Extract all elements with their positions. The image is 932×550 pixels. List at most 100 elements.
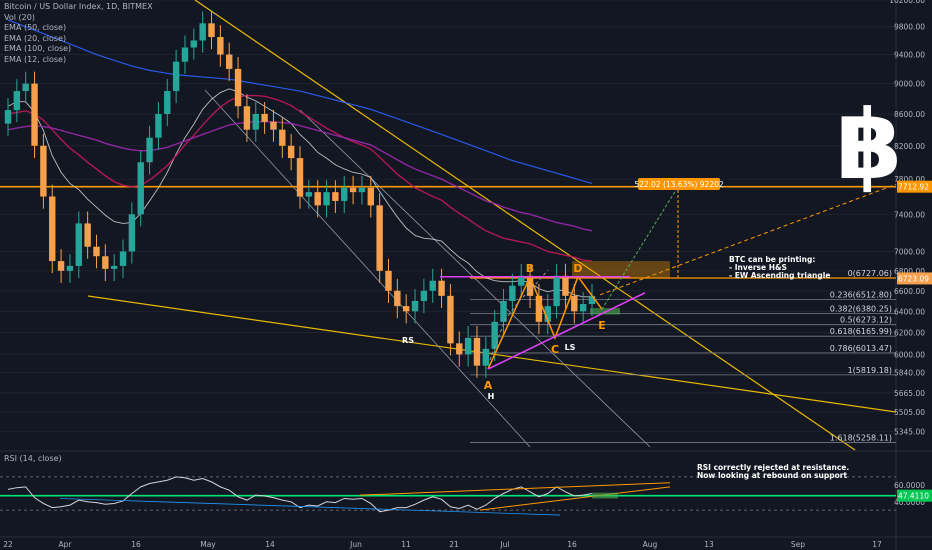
ema-line [7, 88, 592, 298]
resistance-tag-bg [897, 180, 932, 193]
pattern-label: LS [565, 343, 576, 352]
y-tick-label: 8600.00 [894, 110, 925, 119]
x-tick-label: Sep [791, 540, 805, 549]
rsi-resistance-line [359, 482, 671, 496]
grid [0, 0, 896, 433]
y-tick-label: 7400.00 [894, 210, 925, 219]
candle-body [394, 290, 401, 307]
target-label-bg [638, 178, 720, 190]
candle-body [367, 187, 374, 206]
candle-body [49, 196, 56, 262]
candle-body [40, 145, 47, 197]
fib-levels: 0(6727.06) 0.236(6512.80) 0.382(6380.25) 0.… [470, 269, 896, 443]
target-label: 522.02 (13.63%) 92202 [634, 178, 724, 190]
rsi-panel: RSI correctly rejected at resistance.Now… [0, 463, 932, 516]
chart-legend: Bitcoin / US Dollar Index, 1D, BITMEX Vo… [4, 2, 153, 65]
ema-line [7, 19, 593, 185]
candle-body [261, 113, 268, 122]
candle-body [164, 91, 171, 114]
candle-body [252, 113, 259, 130]
candle-body [464, 337, 472, 355]
legend-ema-12[interactable]: EMA (12, close) [4, 54, 67, 64]
candle-body [279, 129, 286, 146]
candle-body [447, 295, 454, 344]
candles [4, 11, 596, 378]
target-label-text: 522.02 (13.63%) 92202 [634, 180, 724, 189]
pattern-label: D [573, 262, 582, 275]
y-tick-label: 7000.00 [894, 247, 925, 256]
y-tick-label: 9000.00 [894, 80, 925, 89]
candle-body [411, 300, 419, 312]
y-tick-label: 6600.00 [894, 287, 925, 296]
candle-body [199, 23, 206, 41]
pattern-label: RS [402, 336, 414, 345]
candle-body [571, 295, 578, 312]
y-tick-label: 6200.00 [894, 329, 925, 338]
candle-body [553, 275, 560, 307]
chart-title: Bitcoin / US Dollar Index, 1D, BITMEX [4, 2, 153, 11]
rsi-legend[interactable]: RSI (14, close) [4, 454, 62, 463]
ema-line [7, 94, 593, 262]
x-tick-label: 21 [449, 540, 459, 549]
candle-body [181, 47, 189, 62]
candle-body [491, 321, 498, 349]
legend-ema-100[interactable]: EMA (100, close) [4, 44, 72, 53]
annotation-text: - EW Ascending triangle [729, 271, 830, 280]
candle-body [13, 91, 21, 111]
candle-body [102, 256, 109, 269]
candle-body [226, 54, 233, 69]
fib-label: 1.618(5258.11) [830, 434, 892, 443]
y-tick-label: 5345.00 [894, 428, 925, 437]
x-tick-label: 11 [401, 540, 411, 549]
candle-body [456, 343, 463, 355]
candle-body [500, 300, 507, 322]
rsi-zone [592, 492, 618, 499]
triangle-bottom [487, 292, 646, 370]
candle-body [57, 261, 65, 271]
fib-label: 0.618(6165.99) [830, 327, 892, 336]
pattern-label: A [484, 379, 493, 392]
y-tick-label: 7800.00 [894, 175, 925, 184]
y-tick-label: 6400.00 [894, 307, 925, 316]
candle-body [526, 275, 534, 296]
rsi-tag-bg [897, 489, 932, 502]
y-tick-label: 5505.00 [894, 408, 925, 417]
candle-body [385, 270, 392, 291]
candle-body [535, 295, 543, 322]
pattern-label: C [551, 343, 559, 356]
x-tick-label: 16 [131, 540, 141, 549]
pattern-label: H [488, 392, 495, 401]
legend-ema-50[interactable]: EMA (50, close) [4, 23, 67, 32]
legend-vol[interactable]: Vol (20) [4, 12, 35, 22]
candle-body [208, 23, 215, 38]
fib-label: 1(5819.18) [848, 366, 892, 375]
candle-body [305, 192, 313, 197]
x-tick-label: 13 [704, 540, 714, 549]
candle-body [588, 295, 596, 305]
y-tick-label: 10200.00 [889, 0, 925, 5]
abcde-pattern [487, 274, 603, 370]
candle-body [341, 187, 348, 201]
x-axis: 22 Apr 16 May 14 Jun 11 21 Jul 16 Aug 13 Sep 17 [3, 540, 882, 549]
rsi-trend-line [59, 498, 561, 516]
x-tick-label: Jul [499, 540, 509, 549]
y-tick-label: 6800.00 [894, 267, 925, 276]
fib-label: 0.236(6512.80) [830, 291, 892, 300]
candle-body [473, 337, 481, 366]
candle-body [243, 106, 251, 130]
candle-body [75, 223, 82, 266]
y-tick-label: 9800.00 [894, 23, 925, 32]
candle-body [323, 192, 330, 206]
y-axis: 10200.00 9800.00 9400.00 9000.00 8600.00 8200… [889, 0, 925, 437]
legend-ema-20[interactable]: EMA (20, close) [4, 33, 67, 43]
candle-body [4, 110, 12, 124]
candle-body [217, 37, 224, 55]
candle-body [31, 83, 38, 146]
resistance-zone [572, 261, 670, 279]
pattern-label: B [526, 262, 534, 275]
candle-body [518, 275, 525, 286]
bitcoin-logo: ฿ [836, 89, 903, 201]
channel-line [204, 89, 531, 448]
candle-body [429, 280, 436, 291]
